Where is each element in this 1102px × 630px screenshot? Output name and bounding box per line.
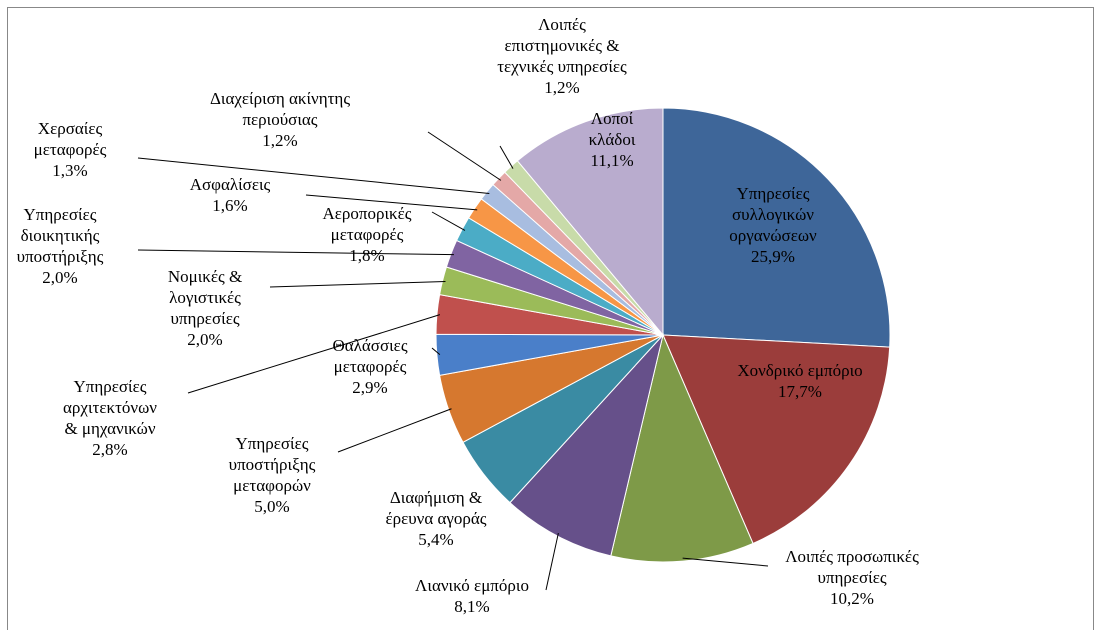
leader-line [137,249,454,256]
category-label: Χερσαίες μεταφορές [33,119,107,159]
leader-line [427,131,502,181]
value-label: 2,8% [92,440,128,459]
value-label: 2,0% [187,330,223,349]
value-label: 1,2% [262,131,298,150]
category-label: Λοποί κλάδοι [588,109,636,149]
leader-line [499,145,514,169]
pie-slice [662,334,891,545]
category-label: Διαφήμιση & έρευνα αγοράς [385,488,487,528]
value-label: 1,3% [52,161,88,180]
leader-line [337,408,452,453]
category-label: Χονδρικό εμπόριο [737,361,863,380]
data-label: Διαφήμιση & έρευνα αγοράς 5,4% [385,487,486,550]
value-label: 17,7% [778,382,822,401]
leader-line [682,557,769,567]
category-label: Λοιπές προσωπικές υπηρεσίες [785,547,919,587]
value-label: 5,4% [418,530,454,549]
data-label: Υπηρεσίες διοικητικής υποστήριξης 2,0% [17,204,104,288]
category-label: Υπηρεσίες συλλογικών οργανώσεων [729,184,817,245]
pie-slice [662,107,891,348]
data-label: Θαλάσσιες μεταφορές 2,9% [332,335,407,398]
frame [7,7,1094,630]
category-label: Υπηρεσίες διοικητικής υποστήριξης [16,205,104,266]
leader-line [431,211,466,231]
data-label: Λοιπές προσωπικές υπηρεσίες 10,2% [785,546,919,609]
leader-line [431,347,441,356]
category-label: Διαχείριση ακίνητης περιούσιας [209,89,351,129]
value-label: 10,2% [830,589,874,608]
leader-line [545,532,559,591]
data-label: Ασφαλίσεις 1,6% [190,174,271,216]
data-label: Υπηρεσίες υποστήριξης μεταφορών 5,0% [229,433,316,517]
value-label: 1,8% [349,246,385,265]
data-label: Αεροπορικές μεταφορές 1,8% [323,203,412,266]
data-label: Λοιπές επιστημονικές & τεχνικές υπηρεσίε… [497,14,627,98]
data-label: Χερσαίες μεταφορές 1,3% [34,118,107,181]
value-label: 1,2% [544,78,580,97]
category-label: Νομικές & λογιστικές υπηρεσίες [167,267,243,328]
value-label: 5,0% [254,497,290,516]
data-label: Υπηρεσίες συλλογικών οργανώσεων 25,9% [729,183,816,267]
pie-slice [610,333,754,563]
leader-line [187,314,441,394]
data-label: Διαχείριση ακίνητης περιούσιας 1,2% [210,88,350,151]
category-label: Λοιπές επιστημονικές & τεχνικές υπηρεσίε… [497,15,627,76]
category-label: Υπηρεσίες αρχιτεκτόνων & μηχανικών [63,377,157,438]
leader-line [305,194,478,211]
data-label: Λιανικό εμπόριο 8,1% [415,575,529,617]
pie-slice [509,333,664,557]
data-label: Λοποί κλάδοι 11,1% [589,108,636,171]
data-label: Χονδρικό εμπόριο 17,7% [737,360,862,402]
leader-line [137,157,490,195]
leader-line [269,280,446,288]
category-label: Λιανικό εμπόριο [415,576,529,595]
category-label: Θαλάσσιες μεταφορές [332,336,408,376]
category-label: Αεροπορικές μεταφορές [322,204,412,244]
data-label: Νομικές & λογιστικές υπηρεσίες 2,0% [168,266,242,350]
value-label: 25,9% [751,247,795,266]
data-label: Υπηρεσίες αρχιτεκτόνων & μηχανικών 2,8% [63,376,157,460]
value-label: 8,1% [454,597,490,616]
value-label: 2,9% [352,378,388,397]
category-label: Ασφαλίσεις [189,175,271,194]
value-label: 2,0% [42,268,78,287]
value-label: 1,6% [212,196,248,215]
value-label: 11,1% [590,151,634,170]
pie-slice [516,107,664,337]
category-label: Υπηρεσίες υποστήριξης μεταφορών [228,434,316,495]
